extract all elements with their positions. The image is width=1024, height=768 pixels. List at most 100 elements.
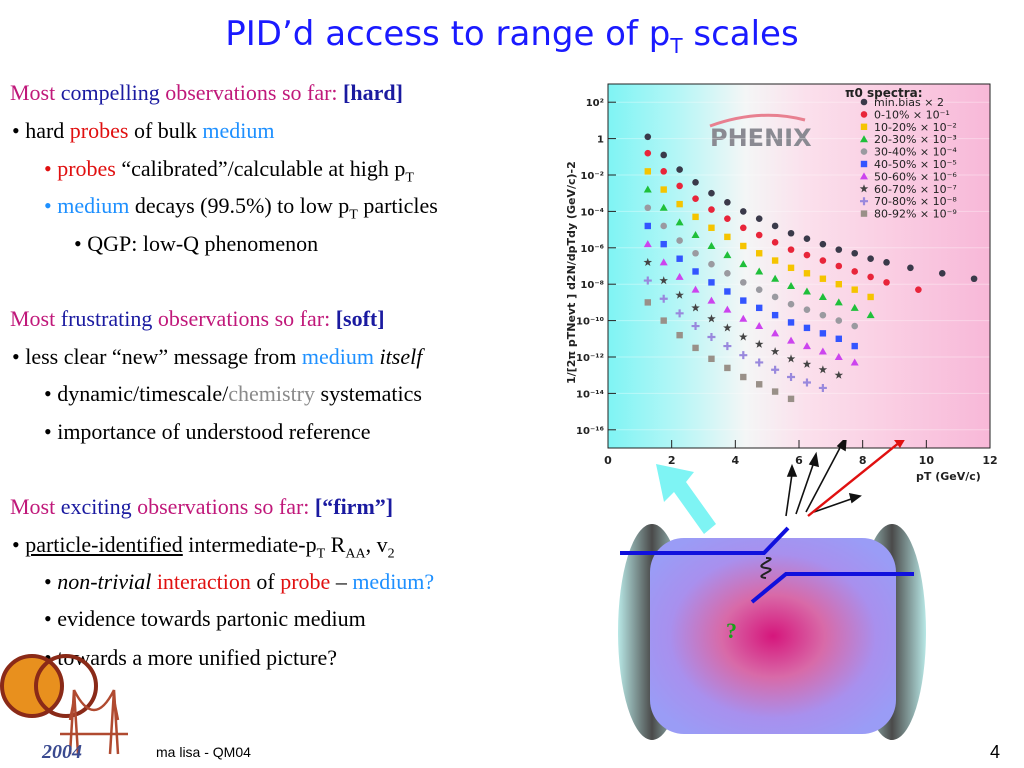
data-point — [739, 224, 747, 232]
data-point — [803, 324, 811, 332]
data-point — [771, 329, 780, 337]
legend-marker — [860, 172, 868, 180]
data-point — [723, 323, 732, 332]
data-point — [819, 257, 827, 264]
data-point — [692, 268, 699, 275]
data-point — [739, 314, 748, 322]
firm-bullet-1: • particle-identified intermediate-pT RA… — [12, 532, 395, 562]
legend-entry: 50-60% × 10⁻⁶ — [874, 170, 957, 183]
logo-year: 2004 — [41, 741, 82, 763]
data-point — [866, 311, 875, 319]
series-4 — [644, 204, 859, 330]
data-point — [850, 358, 859, 366]
data-point — [676, 200, 683, 208]
data-point — [708, 355, 715, 363]
series-8 — [643, 276, 827, 392]
data-point — [915, 286, 922, 293]
data-point — [851, 268, 859, 275]
data-point — [834, 370, 844, 379]
y-tick-label: 10⁻¹⁰ — [576, 317, 604, 328]
data-point — [707, 332, 716, 341]
legend-entry: 70-80% × 10⁻⁸ — [874, 195, 957, 208]
soft-bullet-2: • dynamic/timescale/chemistry systematic… — [44, 381, 422, 406]
data-point — [691, 231, 700, 239]
data-point — [676, 166, 683, 173]
y-tick-label: 10⁻⁴ — [580, 207, 604, 218]
data-point — [739, 351, 748, 360]
incoming-parton-lower — [750, 572, 914, 604]
legend-marker — [860, 210, 868, 217]
data-point — [850, 303, 859, 311]
data-point — [723, 305, 732, 313]
data-point — [771, 222, 779, 230]
data-point — [659, 258, 668, 266]
legend-marker — [860, 160, 868, 168]
data-point — [907, 264, 914, 272]
data-point — [739, 208, 747, 215]
data-point — [851, 322, 859, 330]
data-point — [739, 260, 748, 268]
data-point — [787, 282, 796, 290]
data-point — [819, 311, 827, 319]
qm04-logo: 2004 — [0, 654, 128, 763]
data-point — [803, 270, 811, 277]
data-point — [835, 281, 842, 288]
hard-bullet-4: • QGP: low-Q phenomenon — [74, 231, 319, 256]
data-point — [756, 304, 763, 312]
data-point — [676, 331, 683, 339]
fragment-arrows — [785, 440, 862, 517]
legend-marker — [860, 197, 868, 206]
x-axis-label: pT (GeV/c) — [916, 470, 981, 483]
data-point — [660, 151, 668, 159]
data-point — [675, 218, 684, 226]
data-point — [755, 267, 764, 275]
data-point — [644, 204, 652, 212]
data-point — [835, 317, 843, 324]
data-point — [834, 353, 843, 360]
data-point — [740, 297, 747, 304]
firm-bullet-4: • towards a more unified picture? — [44, 645, 337, 670]
legend-entry: 40-50% × 10⁻⁵ — [874, 158, 957, 171]
data-point — [867, 293, 874, 301]
data-point — [834, 298, 843, 306]
data-point — [660, 317, 667, 324]
svg-text:PHENIX: PHENIX — [710, 124, 812, 152]
data-point — [819, 330, 827, 337]
data-point — [708, 189, 715, 197]
data-point — [819, 240, 827, 248]
data-point — [660, 240, 667, 248]
data-point — [740, 242, 747, 250]
slide-title: PID’d access to range of pT scales — [225, 14, 799, 58]
data-point — [818, 292, 827, 300]
series-3 — [643, 185, 875, 319]
x-tick-label: 6 — [795, 454, 803, 467]
data-point — [675, 290, 684, 299]
data-point — [803, 306, 811, 313]
data-point — [818, 365, 828, 374]
data-point — [724, 215, 731, 222]
data-point — [755, 231, 763, 239]
data-point — [692, 195, 699, 202]
data-point — [770, 347, 780, 356]
series-1 — [644, 149, 922, 293]
data-point — [755, 215, 763, 222]
y-tick-label: 10⁻⁸ — [580, 280, 604, 291]
y-tick-label: 10⁻¹⁶ — [576, 426, 604, 437]
series-2 — [644, 168, 874, 301]
leading-hadron-arrowhead — [894, 440, 905, 448]
data-point — [707, 241, 716, 249]
data-point — [707, 296, 716, 304]
x-tick-label: 0 — [604, 454, 612, 467]
data-point — [708, 279, 715, 286]
data-point — [660, 186, 667, 193]
firm-bullet-3: • evidence towards partonic medium — [44, 606, 366, 631]
data-point — [644, 133, 652, 141]
data-point — [970, 275, 978, 283]
low-pt-pointer-arrow — [656, 464, 716, 534]
data-point — [676, 255, 683, 262]
data-point — [724, 199, 731, 206]
data-point — [787, 229, 795, 237]
data-point — [660, 222, 668, 230]
data-point — [883, 279, 890, 286]
data-point — [756, 381, 763, 388]
